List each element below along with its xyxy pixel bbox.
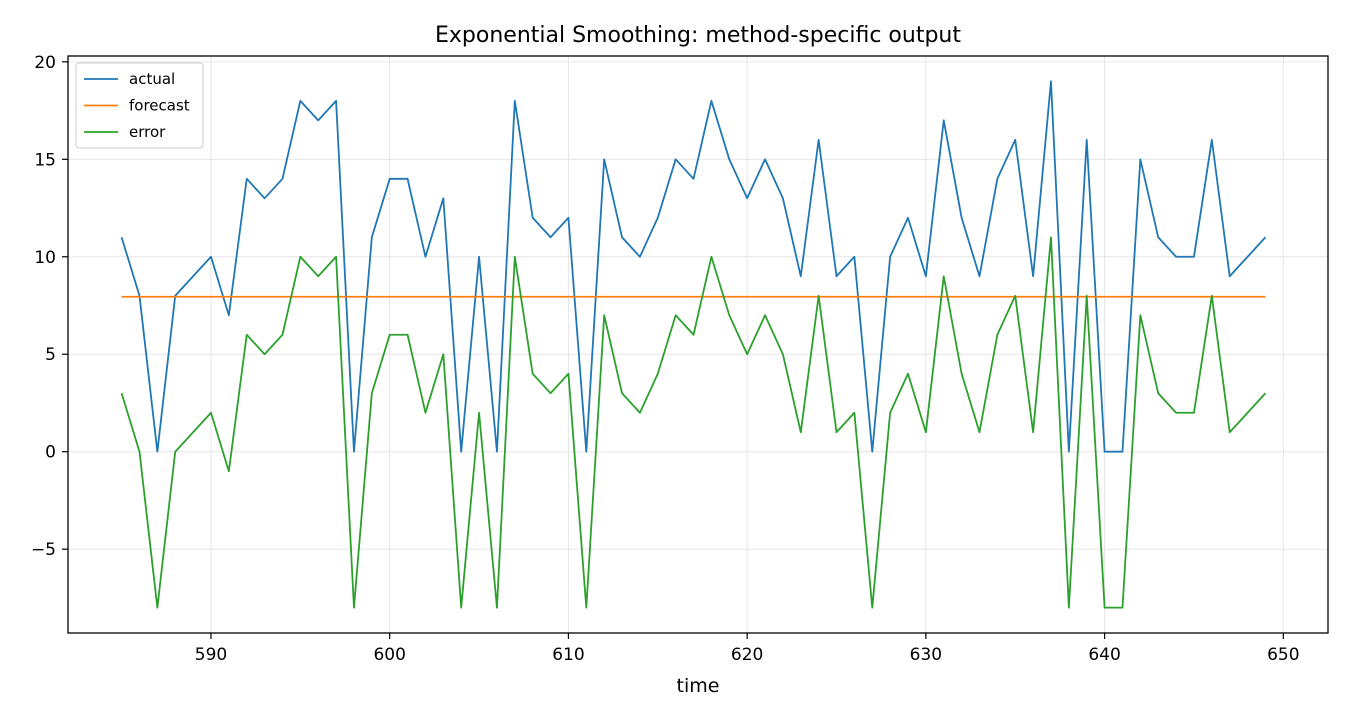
legend-label-error: error [129,123,166,141]
x-tick-label: 610 [552,645,584,665]
series-line-error [120,236,1267,609]
y-tick-label: 0 [45,443,56,463]
legend-frame [75,62,204,149]
series-lines [120,80,1267,609]
x-tick-label: 630 [910,645,942,665]
x-tick-label: 600 [373,645,405,665]
x-tick-label: 590 [195,645,227,665]
x-tick-label: 620 [731,645,763,665]
series-line-actual [120,80,1267,453]
plot-frame [67,55,1329,634]
x-tick-label: 640 [1088,645,1120,665]
y-tick-label: 15 [34,150,56,170]
chart-title: Exponential Smoothing: method-specific o… [435,23,961,48]
x-axis-label: time [677,675,720,697]
y-axis-ticks: −5 0 5 10 15 20 [31,53,68,560]
y-tick-label: 20 [34,53,56,73]
legend-label-actual: actual [129,70,175,88]
legend-label-forecast: forecast [129,97,190,115]
y-tick-label: −5 [31,540,56,560]
x-tick-label: 650 [1267,645,1299,665]
legend: actual forecast error [75,62,204,149]
grid-lines [68,56,1328,633]
y-tick-label: 5 [45,345,56,365]
y-tick-label: 10 [34,248,56,268]
x-axis-ticks: 590 600 610 620 630 640 650 [195,633,1300,665]
